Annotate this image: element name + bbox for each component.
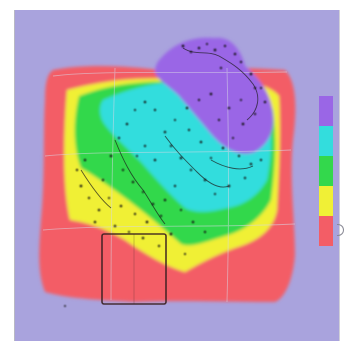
legend-swatch-4: [319, 186, 333, 216]
legend-swatch-2: [319, 126, 333, 156]
surface-grid: [42, 67, 296, 303]
legend-swatch-1: [319, 96, 333, 126]
contour-traces: [80, 47, 259, 225]
surface-plot[interactable]: [15, 10, 340, 341]
color-scale-legend: [319, 96, 333, 246]
data-points: [64, 42, 267, 307]
selection-box[interactable]: [101, 233, 167, 305]
3d-viewport[interactable]: [14, 10, 340, 341]
legend-swatch-3: [319, 156, 333, 186]
legend-swatch-5: [319, 216, 333, 246]
edge-handle-icon[interactable]: [337, 224, 344, 236]
